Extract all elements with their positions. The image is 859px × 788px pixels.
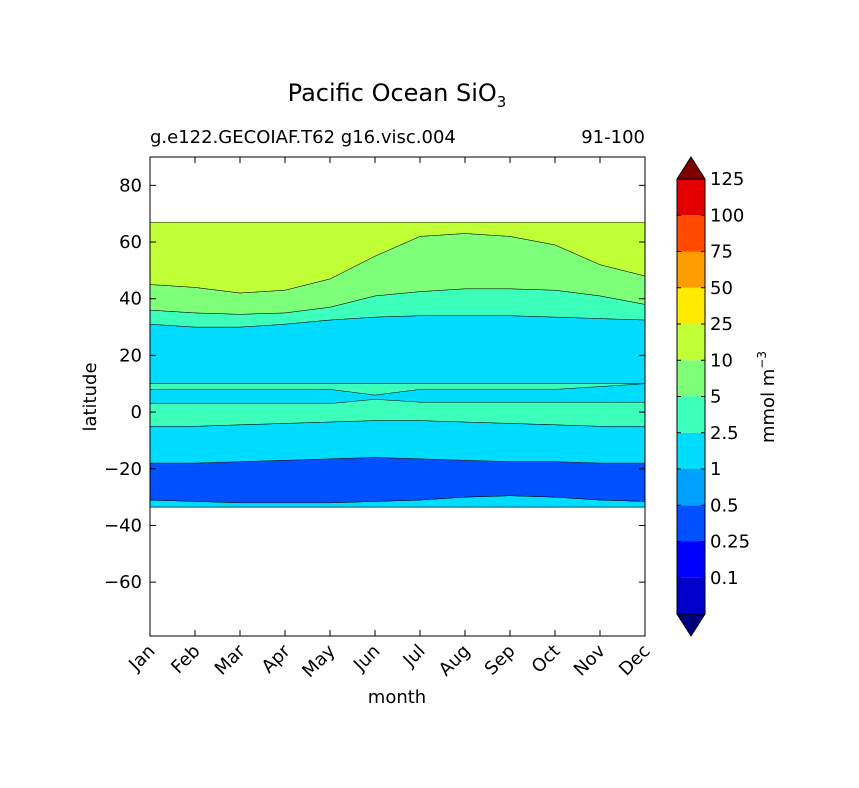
chart-title-subscript: 3 — [497, 93, 507, 111]
colorbar-segment — [677, 469, 705, 506]
colorbar-tick-label: 50 — [710, 278, 733, 299]
colorbar-tick-label: 25 — [710, 314, 733, 335]
colorbar-tick-label: 2.5 — [710, 423, 739, 444]
colorbar-segment — [677, 505, 705, 542]
colorbar-segment — [677, 541, 705, 578]
plot-area — [149, 221, 646, 508]
colorbar-segment — [677, 432, 705, 469]
colorbar-extend-min — [676, 613, 706, 637]
x-tick-label: May — [298, 640, 339, 681]
colorbar-tick-label: 100 — [710, 205, 744, 226]
y-tick-label: 20 — [119, 345, 142, 366]
colorbar-tick-label: 10 — [710, 350, 733, 371]
x-tick-label: Jan — [124, 641, 159, 676]
colorbar-tick-label: 5 — [710, 387, 721, 408]
colorbar-segment — [677, 251, 705, 288]
colorbar-segment — [677, 215, 705, 252]
y-axis-ticks: 80 60 40 20 0 −20 −40 −60 — [104, 175, 645, 593]
x-tick-label: Apr — [258, 640, 295, 677]
y-tick-label: −40 — [104, 515, 142, 536]
y-tick-label: −20 — [104, 459, 142, 480]
y-tick-label: 80 — [119, 175, 142, 196]
colorbar-extend-max — [676, 156, 706, 180]
y-tick-label: 60 — [119, 232, 142, 253]
contour-band — [149, 420, 646, 464]
x-tick-label: Sep — [481, 641, 520, 680]
colorbar-segment — [677, 179, 705, 216]
colorbar-segment — [677, 324, 705, 361]
x-tick-label: Dec — [615, 641, 654, 680]
subtitle-right: 91-100 — [581, 127, 645, 148]
contour-band — [149, 457, 646, 504]
colorbar-tick-label: 0.5 — [710, 495, 739, 516]
colorbar-segment — [677, 396, 705, 433]
colorbar-label: mmol m−3 — [755, 351, 779, 443]
colorbar-segment — [677, 287, 705, 324]
y-axis-label: latitude — [80, 362, 101, 431]
x-axis-label: month — [368, 687, 426, 708]
x-tick-label: Aug — [435, 641, 475, 681]
colorbar-segment — [677, 360, 705, 397]
x-tick-label: Nov — [570, 640, 610, 680]
subtitle-left: g.e122.GECOIAF.T62 g16.visc.004 — [150, 127, 456, 148]
colorbar-tick-label: 125 — [710, 169, 744, 190]
colorbar-segment — [677, 577, 705, 614]
x-tick-label: Jun — [349, 641, 384, 676]
x-tick-label: Jul — [399, 641, 430, 672]
colorbar-tick-label: 0.1 — [710, 568, 739, 589]
colorbar-tick-label: 0.25 — [710, 532, 750, 553]
colorbar: 0.1 0.25 0.5 1 2.5 5 10 25 50 75 100 125 — [676, 156, 750, 637]
y-tick-label: −60 — [104, 572, 142, 593]
colorbar-tick-label: 75 — [710, 242, 733, 263]
x-tick-label: Feb — [167, 641, 204, 678]
x-tick-label: Mar — [211, 640, 250, 679]
plot-frame — [149, 156, 646, 637]
y-tick-label: 40 — [119, 289, 142, 310]
x-tick-label: Oct — [528, 641, 565, 678]
colorbar-label-exponent: −3 — [755, 351, 769, 369]
colorbar-tick-label: 1 — [710, 459, 721, 480]
y-tick-label: 0 — [131, 402, 142, 423]
chart-title: Pacific Ocean SiO3 — [288, 79, 507, 111]
